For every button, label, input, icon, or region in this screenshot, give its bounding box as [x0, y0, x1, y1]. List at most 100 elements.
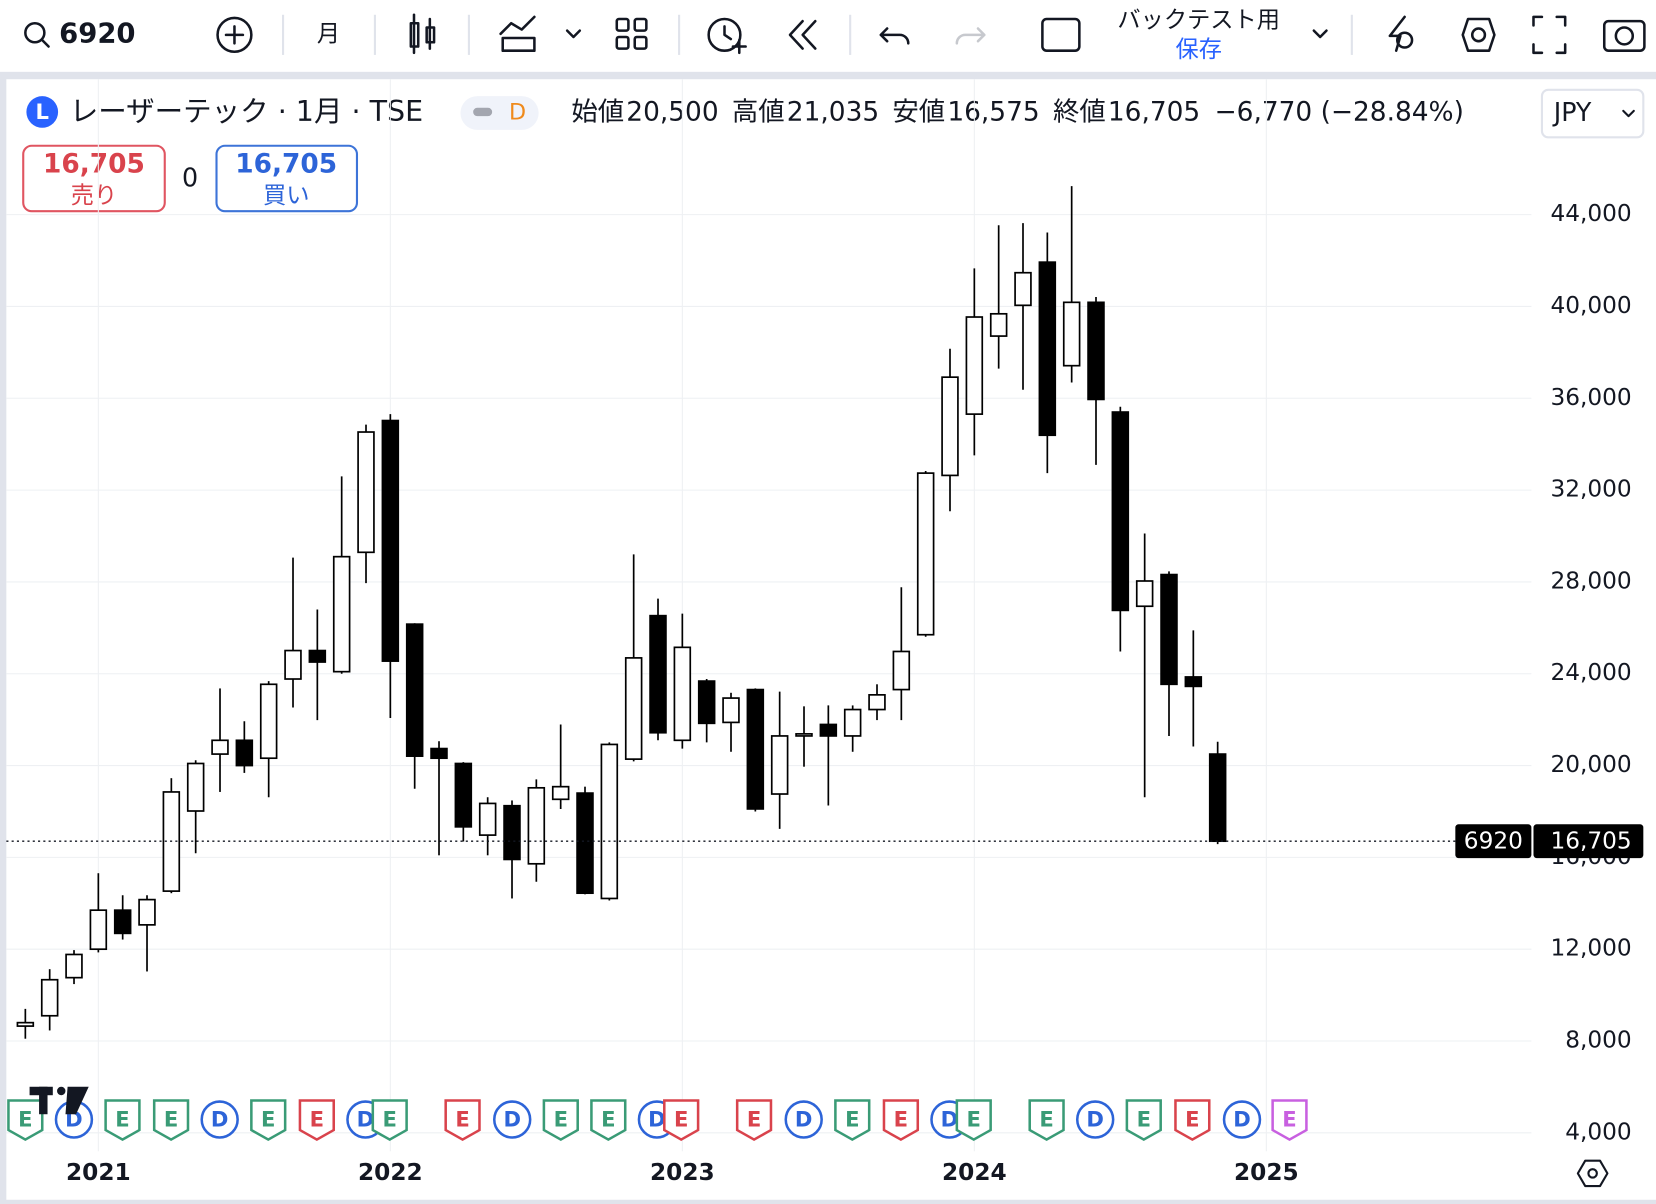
- checkbox[interactable]: [1041, 17, 1081, 52]
- quick-search[interactable]: [1388, 15, 1414, 52]
- event-marker[interactable]: E: [882, 1099, 920, 1142]
- indicators[interactable]: [499, 15, 582, 52]
- y-tick-label: 28,000: [1550, 567, 1631, 594]
- buy-label[interactable]: 買い: [263, 182, 309, 209]
- event-badge: [590, 1099, 627, 1142]
- event-marker[interactable]: E: [1174, 1099, 1211, 1142]
- y-tick-label: 12,000: [1550, 935, 1631, 962]
- undo[interactable]: [879, 27, 910, 45]
- event-marker[interactable]: E: [152, 1099, 190, 1142]
- event-label: D: [211, 1107, 229, 1132]
- currency-menu: [1622, 109, 1635, 118]
- event-marker[interactable]: E: [735, 1099, 773, 1142]
- event-marker[interactable]: E: [371, 1099, 408, 1142]
- event-marker[interactable]: E: [444, 1099, 481, 1142]
- event-badge: [1125, 1099, 1162, 1142]
- y-tick-label: 36,000: [1550, 384, 1631, 411]
- buy-price[interactable]: 16,705: [235, 148, 337, 179]
- candle-body: [746, 688, 765, 810]
- price-tag: [1533, 824, 1644, 859]
- event-badge: [444, 1099, 481, 1142]
- candle-body: [503, 804, 521, 861]
- add-symbol[interactable]: [216, 16, 253, 54]
- event-label: E: [18, 1107, 32, 1132]
- layouts[interactable]: [615, 17, 648, 50]
- event-marker[interactable]: E: [663, 1099, 700, 1142]
- candle-body: [892, 650, 911, 691]
- event-marker[interactable]: E: [250, 1099, 287, 1142]
- event-label: E: [1137, 1107, 1151, 1132]
- event-marker[interactable]: E: [542, 1099, 579, 1142]
- x-tick-label: 2022: [358, 1159, 423, 1186]
- event-marker[interactable]: E: [590, 1099, 627, 1142]
- event-badge: [542, 1099, 579, 1142]
- chart-pane: [6, 79, 1656, 1200]
- save-label[interactable]: 保存: [1175, 36, 1221, 63]
- status-pill[interactable]: [460, 96, 539, 130]
- event-marker[interactable]: E: [298, 1099, 336, 1142]
- sell-label[interactable]: 売り: [71, 182, 117, 209]
- currency[interactable]: JPY: [1552, 97, 1592, 127]
- x-tick-label: 2025: [1234, 1159, 1299, 1186]
- backtest-label[interactable]: バックテスト用: [1117, 7, 1280, 34]
- event-marker[interactable]: D: [200, 1100, 239, 1139]
- event-marker[interactable]: E: [1028, 1099, 1065, 1142]
- candle-body: [454, 762, 473, 828]
- event-marker[interactable]: D: [1075, 1100, 1115, 1139]
- chart-style[interactable]: [409, 13, 436, 55]
- high-value: 21,035: [787, 97, 879, 128]
- symbol[interactable]: 6920: [59, 18, 135, 49]
- settings[interactable]: [1461, 17, 1496, 52]
- buy-button[interactable]: [215, 144, 359, 213]
- labels: 4,0008,00012,00016,00020,00024,00028,000…: [7, 200, 1644, 1186]
- symbol-search[interactable]: 6920: [24, 18, 136, 49]
- event-marker[interactable]: D: [1222, 1100, 1262, 1139]
- event-marker[interactable]: E: [1271, 1099, 1308, 1142]
- screenshot[interactable]: [1602, 19, 1646, 52]
- series-title[interactable]: レーザーテック · 1月 · TSE: [70, 95, 423, 128]
- candle-body: [478, 802, 497, 836]
- logo-circle: [26, 96, 59, 128]
- event-label: E: [382, 1107, 396, 1132]
- event-marker[interactable]: D: [492, 1100, 532, 1139]
- event-badge: [784, 1100, 823, 1139]
- y-tick-label: 44,000: [1550, 200, 1631, 227]
- event-badge: [882, 1099, 920, 1142]
- candle-body: [795, 733, 813, 737]
- redo: [955, 27, 986, 45]
- x-tick-label: 2023: [650, 1159, 715, 1186]
- event-marker[interactable]: E: [104, 1099, 141, 1142]
- event-label: E: [747, 1107, 761, 1132]
- chart-settings[interactable]: [1576, 1159, 1609, 1188]
- sell-button[interactable]: [22, 144, 166, 213]
- event-marker[interactable]: D: [784, 1100, 823, 1139]
- candle-body: [1135, 580, 1154, 608]
- x-tick-label: 2024: [942, 1159, 1007, 1186]
- candle-body: [600, 743, 619, 900]
- alert[interactable]: [707, 17, 747, 55]
- event-label: E: [967, 1107, 981, 1132]
- status-badge: D: [509, 100, 526, 126]
- sell-price[interactable]: 16,705: [43, 148, 145, 179]
- open-label: 始値: [571, 97, 624, 128]
- close-value: 16,705: [1108, 97, 1200, 128]
- interval[interactable]: 月: [317, 20, 340, 47]
- event-label: E: [894, 1107, 908, 1132]
- status-dot: [473, 107, 493, 117]
- candle-body: [381, 419, 400, 662]
- event-label: E: [845, 1107, 859, 1132]
- event-badge: [1271, 1099, 1308, 1142]
- save-menu[interactable]: [1312, 29, 1328, 39]
- currency-button[interactable]: [1540, 88, 1645, 139]
- event-marker[interactable]: E: [955, 1099, 992, 1142]
- fullscreen[interactable]: [1532, 15, 1567, 55]
- event-marker[interactable]: E: [7, 1099, 44, 1142]
- close-label: 終値: [1053, 97, 1106, 128]
- candle-body: [843, 708, 862, 737]
- event-marker[interactable]: E: [1125, 1099, 1162, 1142]
- candle-body: [186, 762, 205, 812]
- event-label: E: [1282, 1107, 1296, 1132]
- event-marker[interactable]: E: [834, 1099, 871, 1142]
- replay[interactable]: [788, 19, 817, 50]
- event-badge: [104, 1099, 141, 1142]
